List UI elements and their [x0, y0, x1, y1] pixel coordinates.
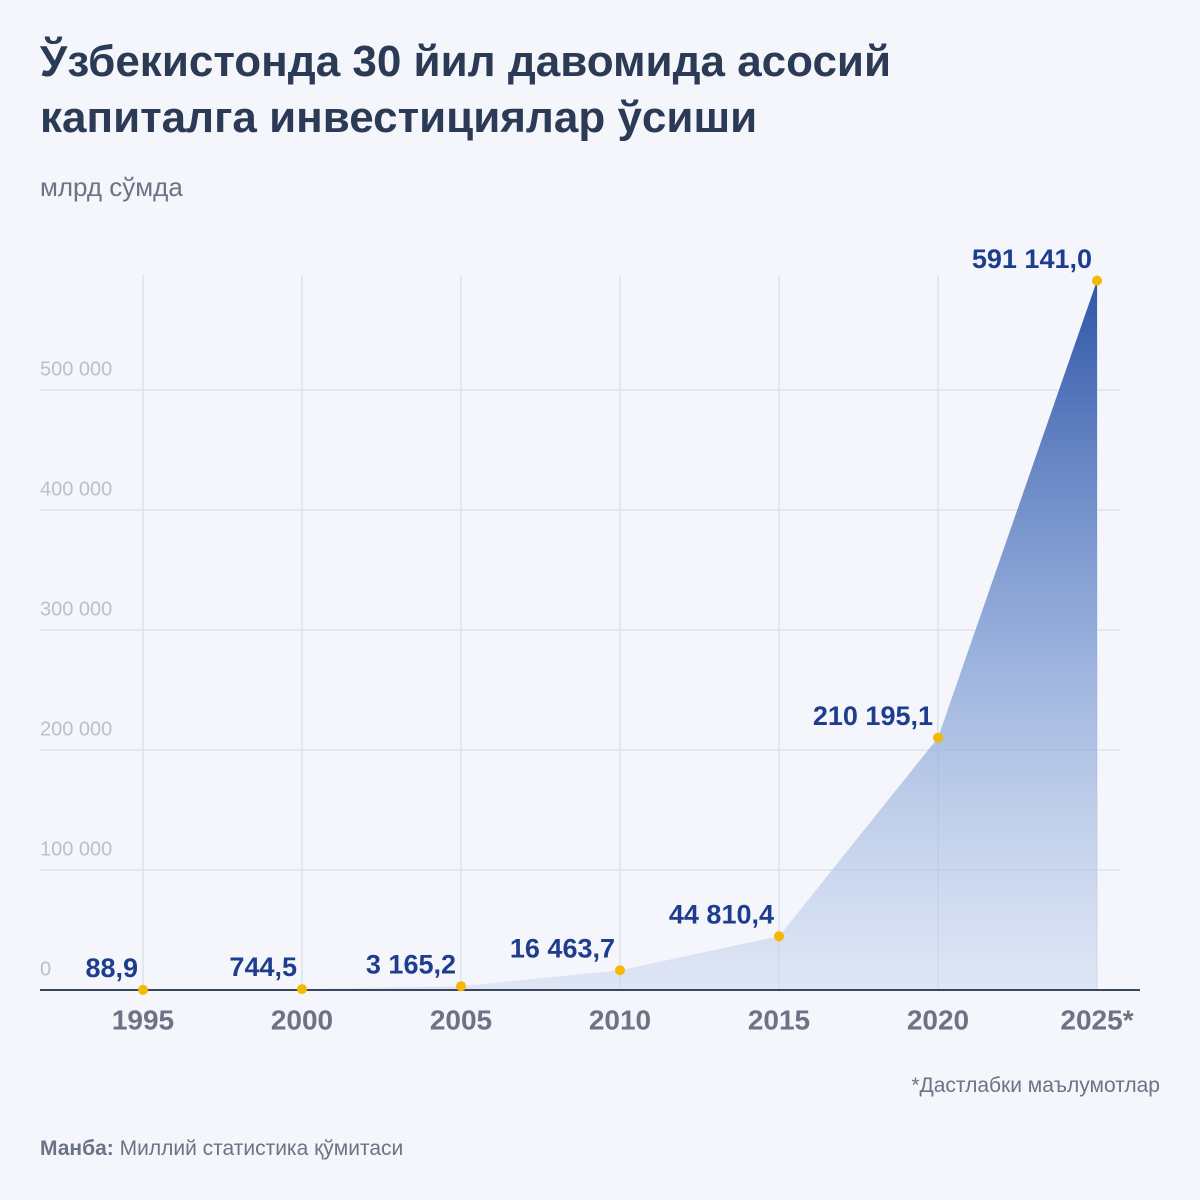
y-tick-label: 200 000 [40, 718, 112, 740]
unit-label: млрд сўмда [40, 172, 183, 202]
value-label: 44 810,4 [669, 899, 774, 929]
value-label: 744,5 [229, 952, 297, 982]
y-tick-label: 0 [40, 958, 51, 980]
source-label: Манба: [40, 1137, 114, 1160]
x-tick-label: 1995 [112, 1004, 174, 1035]
y-tick-label: 300 000 [40, 598, 112, 620]
y-tick-label: 500 000 [40, 358, 112, 380]
value-label: 210 195,1 [813, 701, 933, 731]
data-point [297, 984, 307, 995]
value-label: 16 463,7 [510, 933, 615, 963]
source-text: Миллий статистика қўмитаси [119, 1137, 404, 1160]
data-point [456, 981, 466, 992]
value-label: 3 165,2 [366, 949, 456, 979]
x-tick-label: 2025* [1060, 1004, 1133, 1035]
data-point [138, 984, 148, 995]
x-tick-label: 2015 [748, 1004, 810, 1035]
value-label: 88,9 [85, 953, 138, 983]
x-tick-label: 2000 [271, 1004, 333, 1035]
source: Манба: Миллий статистика қўмитаси [40, 1137, 403, 1161]
data-point [1092, 275, 1102, 286]
y-tick-label: 100 000 [40, 838, 112, 860]
x-tick-label: 2020 [907, 1004, 969, 1035]
value-label: 591 141,0 [972, 244, 1092, 274]
chart-title: Ўзбекистонда 30 йил давомида асосий капи… [40, 37, 892, 142]
x-tick-label: 2010 [589, 1004, 651, 1035]
footnote: *Дастлабки маълумотлар [911, 1074, 1160, 1097]
y-tick-label: 400 000 [40, 478, 112, 500]
data-point [933, 732, 943, 743]
area [143, 280, 1097, 990]
data-point [615, 965, 625, 976]
data-point [774, 931, 784, 942]
x-tick-label: 2005 [430, 1004, 492, 1035]
